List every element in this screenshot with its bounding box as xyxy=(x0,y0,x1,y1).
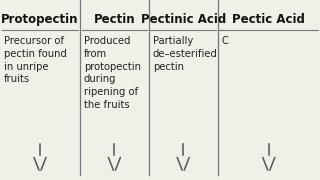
Text: Precursor of
pectin found
in unripe
fruits: Precursor of pectin found in unripe frui… xyxy=(4,36,67,84)
Text: Produced
from
protopectin
during
ripening of
the fruits: Produced from protopectin during ripenin… xyxy=(84,36,141,110)
Text: C: C xyxy=(221,36,228,46)
Text: Pectin: Pectin xyxy=(93,13,135,26)
Text: Pectinic Acid: Pectinic Acid xyxy=(140,13,226,26)
Text: Partially
de–esterified
pectin: Partially de–esterified pectin xyxy=(153,36,218,72)
Text: Pectic Acid: Pectic Acid xyxy=(232,13,305,26)
Text: Protopectin: Protopectin xyxy=(1,13,79,26)
